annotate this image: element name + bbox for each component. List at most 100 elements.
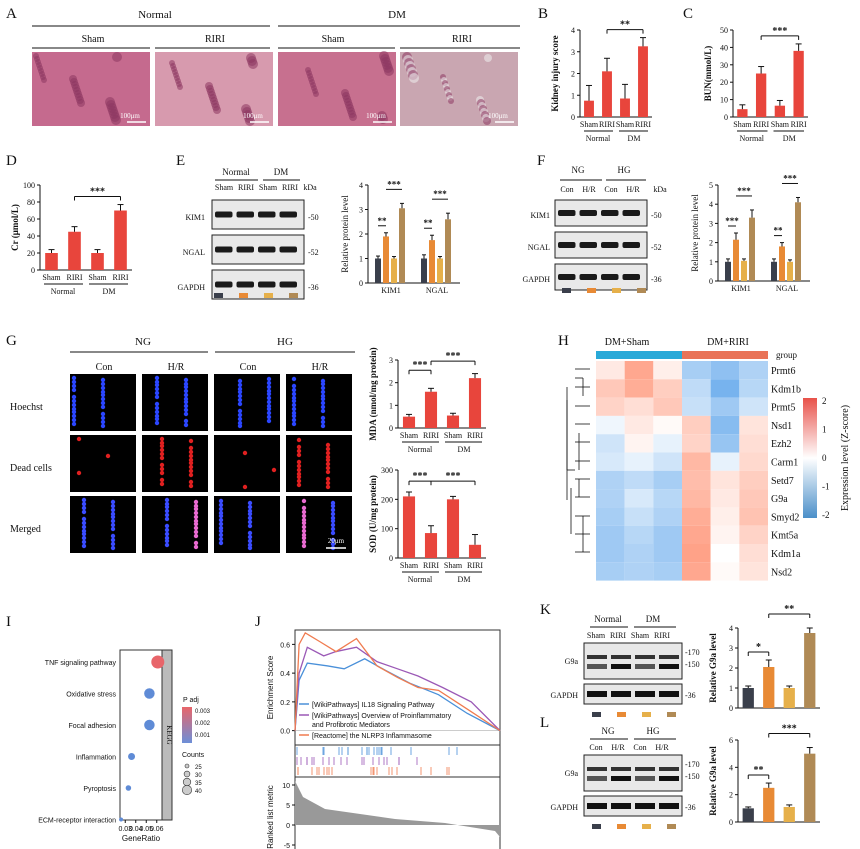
cell-nucleus — [100, 396, 106, 402]
y-tick-label: 40 — [27, 232, 35, 241]
cell-nucleus — [188, 472, 194, 478]
legend-tick: -2 — [822, 510, 830, 520]
cell-nucleus — [247, 538, 253, 544]
blot-band — [279, 281, 297, 288]
lane-label: Sham — [631, 631, 650, 640]
cell-nucleus — [218, 521, 224, 527]
heatmap-cell — [739, 525, 768, 544]
legend-swatch — [214, 293, 223, 298]
cell-nucleus — [154, 401, 160, 407]
mw-label: -170 — [685, 648, 700, 657]
legend-tick: 40 — [195, 789, 202, 795]
enrichment-curve — [294, 646, 501, 732]
legend-title: Counts — [182, 752, 205, 759]
lane-label: Con — [560, 185, 573, 194]
category-label: RIRI — [467, 561, 483, 570]
y-tick-label: 0 — [359, 279, 363, 288]
y-tick-label: 0 — [729, 704, 733, 713]
y-tick-label: 4 — [359, 181, 363, 190]
legend-swatch — [617, 824, 626, 829]
bar — [446, 415, 460, 428]
category-label: RIRI — [467, 431, 483, 440]
heatmap-cell — [596, 452, 625, 471]
group-label: NGAL — [776, 284, 798, 293]
cell-nucleus — [266, 376, 272, 382]
cell-nucleus — [193, 514, 199, 520]
cell-nucleus — [71, 383, 77, 389]
heatmap-cell — [596, 562, 625, 581]
cell-nucleus — [218, 540, 224, 546]
cell-nucleus — [301, 524, 307, 530]
cell-nucleus — [188, 464, 194, 470]
cell-nucleus — [164, 497, 170, 503]
tissue-texture — [248, 59, 258, 69]
tissue-texture — [41, 77, 47, 83]
cell-nucleus — [291, 402, 297, 408]
category-label: RIRI — [423, 431, 439, 440]
group-label: Normal — [740, 134, 765, 143]
bar — [737, 109, 748, 117]
cell-nucleus — [159, 466, 165, 472]
cell-nucleus — [301, 505, 307, 511]
cell-nucleus — [100, 419, 106, 425]
y-axis-label: Relative G9a level — [708, 633, 718, 703]
heatmap-cell — [710, 434, 740, 453]
blot-band — [659, 691, 679, 697]
heatmap-cell — [624, 452, 654, 471]
category-label: Sham — [88, 273, 107, 282]
blot-band — [587, 776, 607, 781]
heatmap-cell — [682, 507, 711, 526]
heatmap-cell — [596, 361, 625, 380]
bar — [771, 261, 777, 281]
heatmap-cell — [739, 361, 768, 380]
heatmap-cell — [624, 434, 654, 453]
category-label: Sham — [616, 120, 635, 129]
bar — [783, 806, 795, 822]
heatmap-cell — [653, 415, 682, 435]
legend-tick: -1 — [822, 482, 830, 492]
bar — [741, 260, 747, 281]
blot-band — [601, 274, 619, 280]
cell-nucleus — [81, 528, 87, 534]
cell-nucleus — [301, 532, 307, 538]
cell-nucleus — [71, 417, 77, 423]
y-tick-label: 1 — [729, 684, 733, 693]
gene-label: Kdm1b — [771, 384, 801, 395]
cell-nucleus — [291, 406, 297, 412]
legend-swatch — [264, 293, 273, 298]
term-label: Pyroptosis — [83, 786, 116, 793]
group-row-label: group — [776, 350, 797, 360]
cell-nucleus — [325, 476, 331, 482]
enrichment-curve — [294, 631, 501, 732]
category-label: RIRI — [791, 120, 807, 129]
heatmap-cell — [653, 434, 682, 453]
cell-nucleus — [193, 499, 199, 505]
color-legend — [803, 398, 817, 518]
legend-tick: 0.003 — [195, 709, 211, 715]
category-label: RIRI — [67, 273, 83, 282]
y-tick-label: 2 — [571, 70, 575, 79]
tissue-texture — [384, 66, 394, 76]
legend-swatch — [637, 288, 646, 293]
bar — [787, 261, 793, 281]
y-tick-label: 3 — [359, 206, 363, 215]
blot-band — [601, 210, 619, 216]
cell-nucleus — [237, 386, 243, 392]
heatmap-cell — [739, 470, 768, 490]
tissue-texture — [483, 117, 491, 125]
cell-nucleus — [291, 421, 297, 427]
heatmap-cell — [682, 361, 711, 380]
category-label: RIRI — [599, 120, 615, 129]
lane-label: Sham — [215, 183, 234, 192]
bar — [804, 753, 816, 822]
cell-nucleus — [320, 408, 326, 414]
cell-nucleus — [266, 418, 272, 424]
heatmap-cell — [653, 544, 682, 563]
cell-nucleus — [183, 411, 189, 417]
legend-label: [WikiPathways] IL18 Signaling Pathway — [312, 702, 435, 709]
significance-label: *** — [387, 179, 401, 189]
dot — [144, 688, 155, 699]
y-tick-label: 0 — [571, 113, 575, 122]
lane-label: Con — [589, 743, 602, 752]
